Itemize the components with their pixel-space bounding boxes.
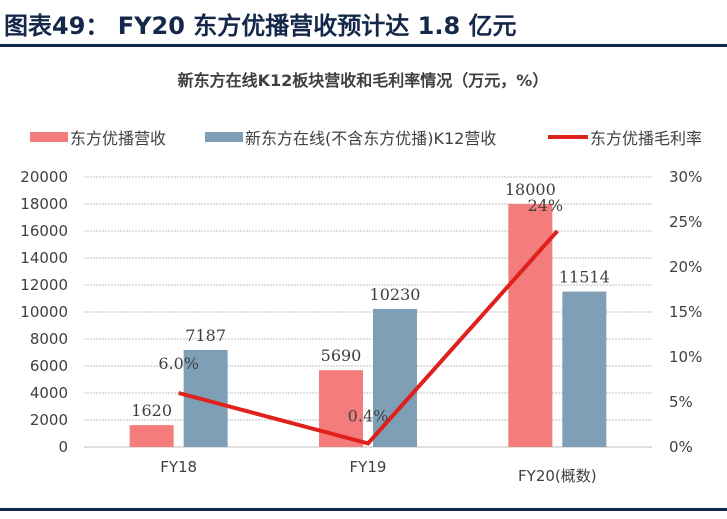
data-label: 1620 [131, 401, 172, 420]
chart-legend: 东方优播营收 新东方在线(不含东方优播)K12营收 东方优播毛利率 [30, 129, 702, 148]
line-data-label: 24% [528, 196, 564, 215]
y-axis-left: 0 2000 4000 6000 8000 10000 12000 14000 16000 180… [20, 168, 68, 456]
y-right-tick-label: 0% [669, 438, 693, 456]
x-tick-label: FY18 [160, 458, 197, 476]
bar-k12-revenue [373, 308, 417, 447]
y-right-tick-label: 20% [669, 258, 702, 276]
data-label: 5690 [321, 346, 362, 365]
data-label: 7187 [185, 326, 226, 345]
data-label: 10230 [370, 285, 421, 304]
y-left-tick-label: 16000 [20, 222, 68, 240]
line-series [178, 229, 559, 446]
y-left-tick-label: 8000 [30, 330, 68, 348]
y-right-tick-label: 25% [669, 213, 702, 231]
x-axis: FY18 FY19 FY20(概数) [160, 458, 596, 485]
legend-swatch [205, 132, 243, 142]
bar-youbo-revenue [508, 204, 553, 447]
figure-title: 图表49： FY20 东方优播营收预计达 1.8 亿元 [4, 12, 517, 40]
x-tick-label: FY20(概数) [518, 467, 597, 485]
y-left-tick-label: 0 [58, 438, 68, 456]
y-left-tick-label: 18000 [20, 195, 68, 213]
line-data-label: 6.0% [158, 354, 199, 373]
bar-youbo-revenue [129, 425, 174, 447]
y-right-tick-label: 10% [669, 348, 702, 366]
page-header: 图表49： FY20 东方优播营收预计达 1.8 亿元 [0, 0, 727, 48]
x-tick-label: FY19 [350, 458, 387, 476]
line-data-label: 0.4% [348, 406, 389, 425]
data-label: 18000 [505, 180, 556, 199]
legend-label: 新东方在线(不含东方优播)K12营收 [245, 129, 496, 148]
legend-label: 东方优播营收 [70, 129, 166, 148]
y-left-tick-label: 20000 [20, 168, 68, 186]
y-left-tick-label: 4000 [30, 384, 68, 402]
bar-series [129, 204, 607, 447]
footer-rule [0, 508, 727, 511]
bar-k12-revenue [562, 291, 607, 447]
y-left-tick-label: 2000 [30, 411, 68, 429]
y-left-tick-label: 14000 [20, 249, 68, 267]
y-left-tick-label: 6000 [30, 357, 68, 375]
data-labels: 1620 5690 18000 7187 10230 11514 6.0% 0.4% 24% [131, 180, 609, 425]
chart-title: 新东方在线K12板块营收和毛利率情况（万元，%） [178, 71, 549, 90]
legend-label: 东方优播毛利率 [590, 129, 702, 148]
header-rule [0, 44, 727, 47]
y-right-tick-label: 30% [669, 168, 702, 186]
y-axis-right: 0% 5% 10% 15% 20% 25% 30% [669, 168, 702, 456]
legend-swatch [30, 132, 68, 142]
y-right-tick-label: 5% [669, 393, 693, 411]
y-left-tick-label: 12000 [20, 276, 68, 294]
data-label: 11514 [559, 268, 610, 287]
y-right-tick-label: 15% [669, 303, 702, 321]
margin-line [178, 229, 559, 446]
y-left-tick-label: 10000 [20, 303, 68, 321]
